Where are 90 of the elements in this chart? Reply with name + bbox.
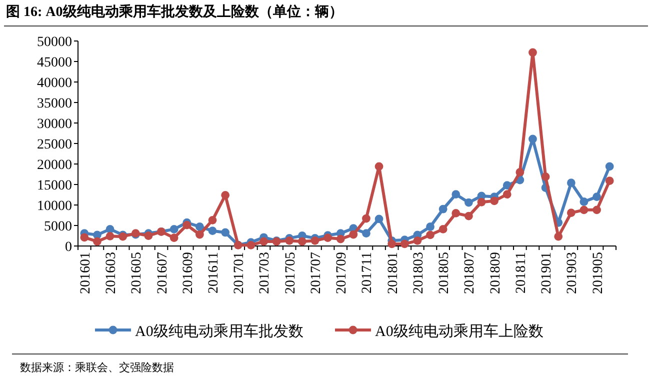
x-tick-label: 201701 bbox=[232, 252, 248, 294]
x-tick-label: 201709 bbox=[334, 252, 350, 294]
point bbox=[106, 232, 114, 240]
point bbox=[592, 206, 601, 214]
y-tick-label: 0 bbox=[65, 240, 72, 255]
point bbox=[592, 192, 601, 201]
point bbox=[221, 190, 230, 200]
x-tick-label: 201705 bbox=[283, 252, 298, 294]
x-tick-label: 201603 bbox=[104, 252, 120, 294]
y-tick-label: 35000 bbox=[37, 96, 72, 112]
point bbox=[182, 220, 192, 230]
point bbox=[388, 240, 396, 248]
point bbox=[477, 198, 486, 206]
point bbox=[605, 176, 614, 186]
point bbox=[502, 190, 512, 199]
point bbox=[324, 234, 332, 242]
point bbox=[260, 237, 268, 246]
point bbox=[464, 212, 473, 220]
point bbox=[400, 240, 409, 248]
legend-label: A0级纯电动乘用车批发数 bbox=[135, 323, 304, 340]
y-tick-label: 15000 bbox=[37, 178, 72, 194]
x-tick-label: 201611 bbox=[206, 252, 222, 294]
point bbox=[195, 222, 204, 231]
x-tick-label: 201609 bbox=[180, 252, 196, 294]
point bbox=[208, 216, 217, 224]
x-tick-label: 201905 bbox=[590, 252, 606, 294]
point bbox=[362, 214, 370, 223]
x-tick-label: 201711 bbox=[360, 252, 376, 294]
point bbox=[580, 206, 588, 214]
y-tick-label: 45000 bbox=[37, 56, 72, 70]
x-tick-label: 201601 bbox=[78, 252, 94, 294]
x-tick-label: 201903 bbox=[565, 252, 580, 294]
point bbox=[438, 224, 448, 234]
point bbox=[221, 228, 230, 237]
point bbox=[80, 233, 89, 242]
point bbox=[285, 236, 294, 245]
point bbox=[426, 222, 434, 231]
y-tick-label: 25000 bbox=[37, 138, 72, 152]
x-tick-label: 201901 bbox=[540, 252, 555, 294]
point bbox=[246, 240, 256, 250]
x-tick-label: 201805 bbox=[437, 252, 452, 294]
point bbox=[374, 214, 384, 224]
point bbox=[170, 234, 178, 242]
legend-label: A0级纯电动乘用车上险数 bbox=[375, 323, 544, 340]
x-tick-label: 201809 bbox=[488, 252, 504, 294]
y-tick-label: 40000 bbox=[37, 76, 72, 91]
x-tick-label: 201607 bbox=[155, 252, 170, 294]
point bbox=[106, 224, 114, 234]
x-tick-label: 201605 bbox=[130, 252, 145, 294]
point bbox=[566, 178, 576, 188]
x-tick-label: 201803 bbox=[411, 252, 426, 294]
point bbox=[541, 172, 550, 181]
point bbox=[170, 224, 178, 234]
x-tick-label: 201801 bbox=[386, 252, 401, 294]
y-tick-label: 5000 bbox=[44, 220, 72, 234]
point bbox=[490, 196, 499, 206]
point bbox=[452, 190, 460, 199]
point bbox=[195, 230, 204, 239]
point bbox=[310, 236, 320, 245]
point bbox=[566, 208, 576, 217]
point bbox=[144, 232, 153, 240]
y-tick-label: 30000 bbox=[37, 117, 72, 132]
point bbox=[452, 209, 460, 218]
point bbox=[413, 236, 422, 245]
point bbox=[438, 204, 448, 214]
point bbox=[93, 237, 102, 246]
y-tick-label: 20000 bbox=[37, 158, 72, 173]
point bbox=[528, 48, 537, 57]
point bbox=[426, 230, 434, 240]
point bbox=[554, 232, 563, 241]
point bbox=[374, 162, 384, 171]
source-note: 数据来源：乘联会、交强险数据 bbox=[20, 361, 174, 374]
point bbox=[298, 237, 306, 246]
point bbox=[516, 168, 524, 176]
point bbox=[336, 234, 345, 244]
x-tick-label: 201703 bbox=[258, 252, 273, 294]
chart-title: 图 16: A0级纯电动乘用车批发数及上险数（单位：辆） bbox=[6, 3, 343, 20]
point bbox=[580, 198, 588, 206]
x-tick-label: 201707 bbox=[308, 252, 324, 294]
y-tick-label: 10000 bbox=[37, 199, 72, 214]
point bbox=[349, 230, 358, 239]
x-tick-label: 201807 bbox=[462, 252, 478, 294]
x-tick-label: 201811 bbox=[514, 252, 529, 294]
point bbox=[464, 198, 473, 207]
point bbox=[208, 226, 217, 236]
point bbox=[605, 162, 614, 171]
point bbox=[502, 181, 512, 190]
y-tick-label: 50000 bbox=[37, 35, 72, 50]
point bbox=[528, 134, 537, 144]
point bbox=[362, 229, 370, 238]
